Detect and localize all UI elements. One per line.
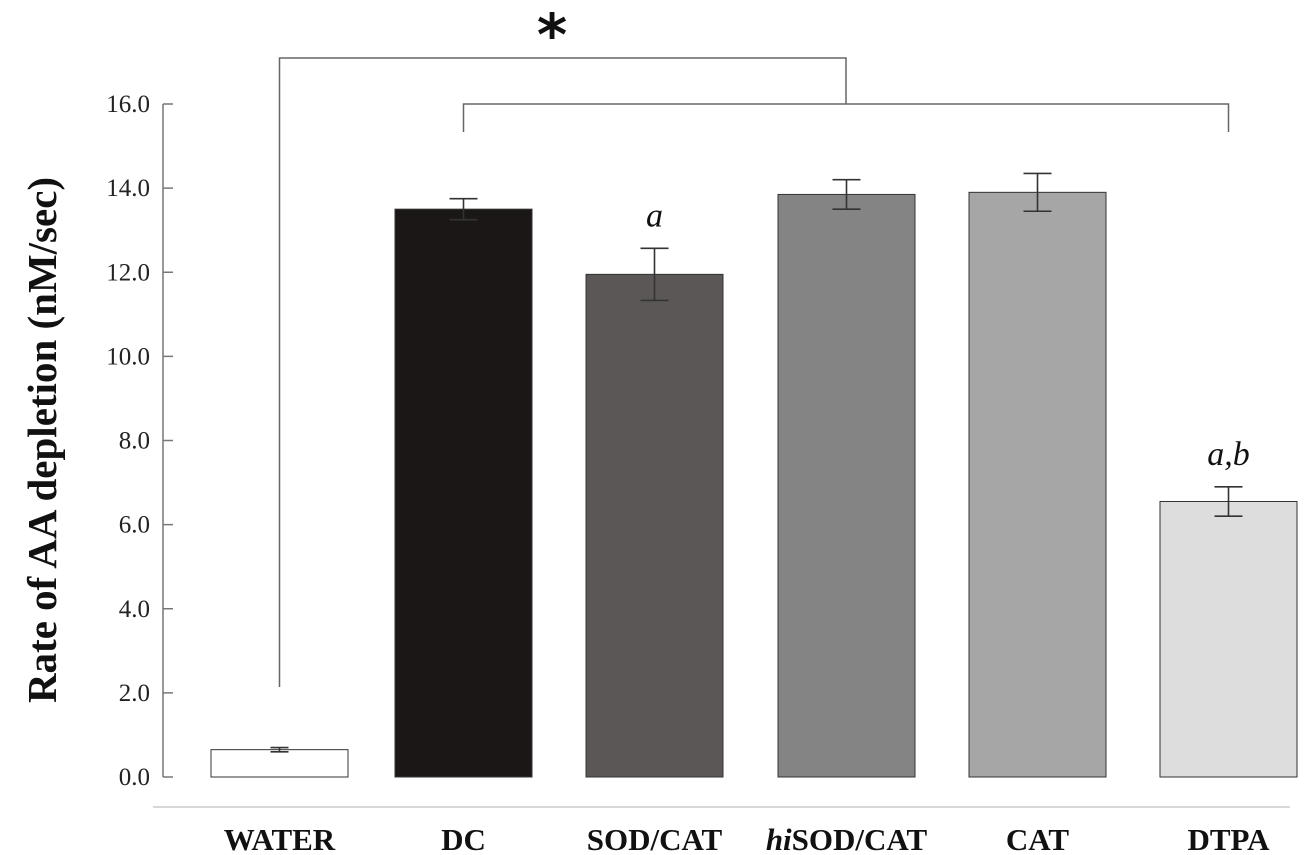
category-label-4: CAT bbox=[1006, 822, 1069, 855]
category-label-text: CAT bbox=[1006, 822, 1069, 855]
category-label-5: DTPA bbox=[1187, 822, 1270, 855]
labels: 0.0 2.0 4.0 6.0 8.0 10.0 12.0 14.0 16.0 WATER DC a S… bbox=[106, 91, 1270, 855]
bar-2 bbox=[585, 273, 724, 778]
significance-bracket-inner bbox=[462, 103, 1230, 132]
y-tick-label: 0.0 bbox=[119, 764, 150, 791]
y-tick-label: 2.0 bbox=[119, 680, 150, 707]
bar-3 bbox=[777, 193, 916, 778]
bar-1 bbox=[394, 208, 533, 778]
significance-marker: * bbox=[537, 1, 567, 69]
axes bbox=[153, 57, 1290, 808]
category-label-text: SOD/CAT bbox=[792, 822, 928, 855]
annotation-2: a bbox=[646, 197, 663, 234]
category-label-italic-part: hi bbox=[766, 822, 792, 855]
y-tick-label: 12.0 bbox=[106, 259, 150, 286]
bars bbox=[210, 172, 1298, 778]
y-axis-label: Rate of AA depletion (nM/sec) bbox=[19, 177, 65, 703]
y-tick-label: 8.0 bbox=[119, 428, 150, 455]
significance-bracket-outer bbox=[278, 57, 847, 687]
y-tick-label: 6.0 bbox=[119, 512, 150, 539]
category-label-3: hiSOD/CAT bbox=[766, 822, 928, 855]
y-tick-label: 10.0 bbox=[106, 343, 150, 370]
category-label-0: WATER bbox=[224, 822, 336, 855]
y-tick-label: 4.0 bbox=[119, 596, 150, 623]
category-label-text: WATER bbox=[224, 822, 336, 855]
category-label-2: SOD/CAT bbox=[587, 822, 723, 855]
category-label-1: DC bbox=[441, 822, 486, 855]
category-label-text: DTPA bbox=[1187, 822, 1270, 855]
category-label-text: DC bbox=[441, 822, 486, 855]
category-label-text: SOD/CAT bbox=[587, 822, 723, 855]
bar-0 bbox=[210, 749, 349, 778]
y-tick-label: 16.0 bbox=[106, 91, 150, 118]
y-tick-label: 14.0 bbox=[106, 175, 150, 202]
bar-4 bbox=[968, 191, 1107, 778]
annotation-5: a,b bbox=[1207, 436, 1250, 473]
bar-5 bbox=[1159, 500, 1298, 778]
